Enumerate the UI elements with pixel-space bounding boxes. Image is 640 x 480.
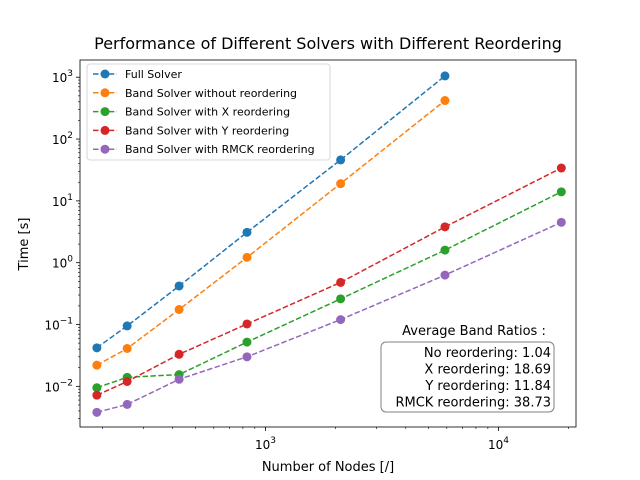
- y-tick-label-5: 103: [52, 69, 73, 85]
- annotation-heading: Average Band Ratios :: [402, 324, 546, 339]
- data-point-4-0: [92, 407, 102, 417]
- data-point-3-2: [174, 349, 184, 359]
- data-point-3-4: [336, 277, 346, 287]
- data-point-0-2: [174, 281, 184, 291]
- annotation-line-2: Y reordering: 11.84: [424, 379, 551, 394]
- legend: [86, 63, 331, 161]
- data-point-4-4: [336, 315, 346, 325]
- annotation-line-0: No reordering: 1.04: [424, 346, 551, 361]
- legend-label-2: Band Solver with X reordering: [125, 106, 290, 119]
- series-line-1: [96, 99, 446, 366]
- plot-area: 10−2 10−1 100 101 102 103 103 104 Full Solver Ban…: [44, 59, 577, 452]
- data-point-1-5: [440, 96, 450, 106]
- data-point-4-1: [122, 399, 132, 409]
- data-point-0-4: [336, 155, 346, 165]
- legend-marker-4: [100, 144, 110, 154]
- data-point-1-3: [242, 252, 252, 262]
- legend-label-0: Full Solver: [125, 68, 182, 81]
- data-point-4-6: [556, 217, 566, 227]
- data-point-2-6: [556, 187, 566, 197]
- data-point-4-3: [242, 352, 252, 362]
- legend-marker-3: [100, 125, 110, 135]
- data-point-2-0: [92, 383, 102, 393]
- data-point-0-3: [242, 227, 252, 237]
- data-point-3-1: [122, 376, 132, 386]
- annotation-line-1: X reordering: 18.69: [424, 363, 551, 378]
- data-point-3-5: [440, 222, 450, 232]
- x-tick-label-0: 103: [255, 436, 276, 452]
- data-point-2-3: [242, 337, 252, 347]
- x-tick-label-1: 104: [488, 436, 509, 452]
- y-tick-label-3: 101: [52, 193, 73, 209]
- data-point-4-2: [174, 374, 184, 384]
- data-point-1-4: [336, 179, 346, 189]
- annotation-box: [380, 341, 555, 413]
- data-point-2-4: [336, 294, 346, 304]
- y-axis-label: Time [s]: [17, 218, 32, 272]
- legend-label-1: Band Solver without reordering: [125, 87, 297, 100]
- annotation-line-3: RMCK reordering: 38.73: [395, 396, 551, 411]
- data-point-0-5: [440, 71, 450, 81]
- legend-label-3: Band Solver with Y reordering: [125, 124, 289, 137]
- data-point-3-0: [92, 390, 102, 400]
- data-point-3-6: [556, 163, 566, 173]
- y-tick-label-4: 102: [52, 131, 73, 147]
- y-tick-label-1: 10−1: [44, 317, 73, 333]
- legend-marker-1: [100, 88, 110, 98]
- data-point-2-5: [440, 245, 450, 255]
- y-tick-label-2: 100: [52, 255, 73, 271]
- chart-title: Performance of Different Solvers with Di…: [94, 34, 562, 53]
- legend-marker-2: [100, 107, 110, 117]
- y-tick-label-0: 10−2: [44, 378, 73, 394]
- data-point-1-0: [92, 360, 102, 370]
- data-point-3-3: [242, 319, 252, 329]
- data-point-1-2: [174, 304, 184, 314]
- data-point-0-1: [122, 321, 132, 331]
- series-line-0: [96, 75, 446, 349]
- data-point-4-5: [440, 270, 450, 280]
- data-point-0-0: [92, 343, 102, 353]
- legend-marker-0: [100, 69, 110, 79]
- x-axis-label: Number of Nodes [/]: [262, 460, 394, 475]
- data-point-1-1: [122, 343, 132, 353]
- axes-frame: [79, 59, 577, 428]
- legend-label-4: Band Solver with RMCK reordering: [125, 143, 315, 156]
